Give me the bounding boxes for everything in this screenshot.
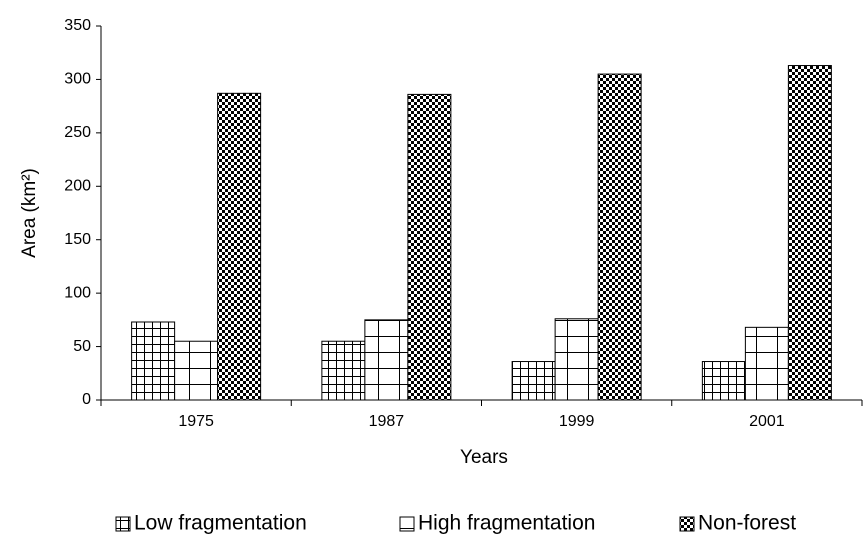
legend-swatch (679, 516, 695, 532)
x-tick-label: 1987 (369, 413, 405, 430)
legend-swatch (399, 516, 415, 532)
bar (407, 93, 452, 401)
bar (701, 361, 746, 401)
legend-swatch (115, 516, 131, 532)
y-tick-label: 150 (64, 231, 91, 248)
x-tick-label: 2001 (749, 413, 785, 430)
y-tick-label: 300 (64, 71, 91, 88)
y-tick-label: 200 (64, 178, 91, 195)
y-tick-label: 50 (73, 338, 91, 355)
y-tick-label: 0 (82, 391, 91, 408)
legend-label: High fragmentation (418, 512, 595, 535)
bar (554, 318, 599, 401)
bar (364, 319, 409, 401)
bar (174, 340, 219, 401)
y-tick-label: 250 (64, 124, 91, 141)
x-tick-label: 1999 (559, 413, 595, 430)
bar (511, 361, 556, 401)
x-tick-label: 1975 (178, 413, 214, 430)
y-axis-label: Area (km²) (19, 168, 40, 258)
bar (131, 321, 176, 401)
legend-label: Low fragmentation (134, 512, 307, 535)
x-axis-label: Years (460, 447, 508, 468)
bar (217, 92, 262, 401)
bar (787, 65, 832, 401)
bar (744, 326, 789, 401)
bar (321, 340, 366, 401)
y-tick-label: 100 (64, 284, 91, 301)
y-tick-label: 350 (64, 17, 91, 34)
legend-label: Non-forest (698, 512, 796, 535)
bar (597, 73, 642, 401)
